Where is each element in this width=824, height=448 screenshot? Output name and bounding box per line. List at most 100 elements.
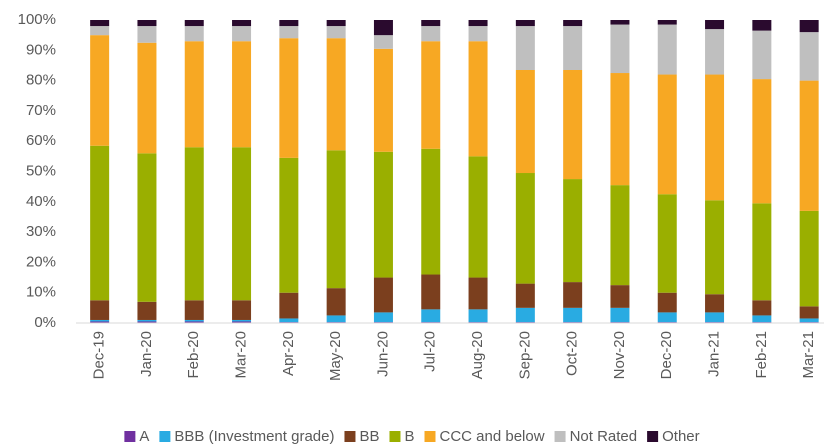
bar-segment	[468, 277, 488, 310]
bar-segment	[657, 312, 677, 323]
bar-segment	[468, 156, 488, 278]
bar-segment	[232, 26, 252, 42]
bar-segment	[232, 20, 252, 27]
bar-segment	[705, 294, 725, 313]
bar-segment	[563, 26, 583, 70]
bar-segment	[563, 179, 583, 283]
bar-segment	[563, 20, 583, 27]
legend-swatch	[124, 431, 136, 442]
bar-segment	[705, 200, 725, 295]
bar-segment	[326, 38, 346, 151]
bar-segment	[799, 306, 819, 319]
y-tick-label: 20%	[26, 253, 56, 270]
x-tick-label: Dec-19	[91, 331, 108, 379]
bar-segment	[232, 147, 252, 301]
x-tick-label: Jan-21	[706, 331, 723, 377]
bar-segment	[137, 20, 157, 27]
legend-swatch	[159, 431, 171, 442]
y-tick-label: 100%	[18, 11, 56, 28]
y-tick-label: 90%	[26, 41, 56, 58]
bar-segment	[326, 315, 346, 323]
x-tick-label: Feb-21	[753, 331, 770, 379]
bar-segment	[799, 20, 819, 33]
bar-segment	[515, 69, 535, 174]
bar-segment	[184, 319, 204, 322]
x-tick-label: Oct-20	[564, 331, 581, 376]
legend-label: A	[139, 428, 149, 445]
bar-segment	[184, 321, 204, 323]
x-tick-label: May-20	[327, 331, 344, 381]
bar-segment	[279, 26, 299, 39]
bar-segment	[610, 307, 630, 323]
legend-label: B	[404, 428, 414, 445]
bar-segment	[799, 210, 819, 307]
y-tick-label: 70%	[26, 102, 56, 119]
bar-segment	[752, 30, 772, 80]
bar-segment	[326, 20, 346, 27]
legend-swatch	[344, 431, 356, 442]
bar-segment	[657, 20, 677, 25]
bar-segment	[515, 173, 535, 284]
bar-segment	[515, 20, 535, 27]
bar-segment	[468, 41, 488, 157]
bar-segment	[563, 282, 583, 308]
y-tick-label: 30%	[26, 223, 56, 240]
bar-segment	[90, 321, 110, 323]
legend-label: BBB (Investment grade)	[174, 428, 334, 445]
bar-segment	[657, 292, 677, 313]
x-tick-label: Feb-20	[185, 331, 202, 379]
bar-segment	[515, 283, 535, 308]
bar-segment	[90, 20, 110, 27]
bar-segment	[752, 203, 772, 301]
bar-segment	[468, 26, 488, 42]
bar-segment	[279, 318, 299, 323]
legend-swatch	[647, 431, 659, 442]
bar-segment	[232, 321, 252, 323]
y-tick-label: 40%	[26, 193, 56, 210]
bar-segment	[752, 20, 772, 31]
bar-segment	[90, 35, 110, 146]
bar-segment	[184, 41, 204, 148]
bar-segment	[657, 24, 677, 75]
bar-segment	[184, 300, 204, 320]
y-tick-label: 50%	[26, 162, 56, 179]
bar-segment	[799, 80, 819, 211]
bar-segment	[373, 20, 393, 36]
x-tick-label: Jan-20	[138, 331, 155, 377]
bar-segment	[752, 79, 772, 204]
bar-segment	[468, 309, 488, 323]
bar-segment	[326, 26, 346, 39]
bar-segment	[705, 29, 725, 75]
bar-segment	[279, 20, 299, 27]
bar-segment	[610, 73, 630, 186]
legend-swatch	[554, 431, 566, 442]
bar-segment	[421, 309, 441, 323]
bar-segment	[279, 292, 299, 319]
legend-label: CCC and below	[440, 428, 545, 445]
bar-segment	[137, 319, 157, 322]
bar-segment	[563, 69, 583, 180]
bar-segment	[326, 288, 346, 316]
bar-segment	[515, 307, 535, 323]
bar-segment	[232, 319, 252, 322]
bar-segment	[752, 300, 772, 316]
x-tick-label: Mar-21	[800, 331, 817, 379]
bar-segment	[610, 20, 630, 25]
bar-segment	[799, 318, 819, 323]
bar-segment	[137, 321, 157, 323]
bar-segment	[232, 300, 252, 320]
x-tick-label: Jul-20	[422, 331, 439, 372]
bar-segment	[137, 301, 157, 320]
bar-segment	[610, 285, 630, 308]
bar-segment	[468, 20, 488, 27]
legend-swatch	[389, 431, 401, 442]
x-tick-label: Nov-20	[611, 331, 628, 379]
bar-segment	[705, 312, 725, 323]
bar-segment	[373, 35, 393, 49]
bar-segment	[90, 319, 110, 322]
bar-segment	[421, 41, 441, 149]
bar-segment	[421, 148, 441, 275]
bar-segment	[90, 145, 110, 301]
bar-segment	[279, 157, 299, 293]
bar-segment	[421, 274, 441, 310]
